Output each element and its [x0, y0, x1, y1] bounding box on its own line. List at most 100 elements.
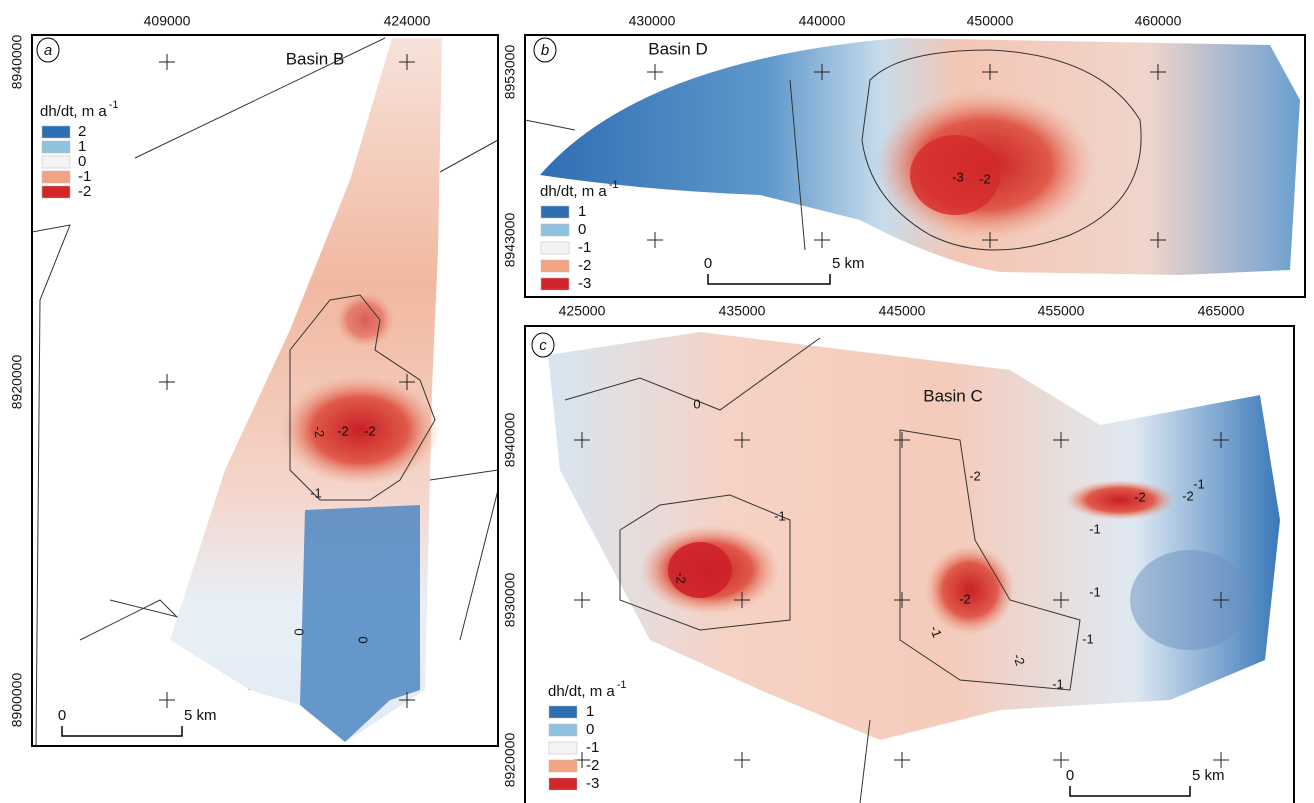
grid-cross — [574, 592, 590, 608]
grid-cross — [1213, 752, 1229, 768]
legend-swatch — [42, 156, 70, 168]
scale-bar-start: 0 — [58, 707, 66, 724]
grid-cross — [1053, 752, 1069, 768]
contour-label: -1 — [1193, 476, 1205, 491]
legend-title-superscript: -1 — [109, 99, 119, 111]
legend-swatch — [549, 778, 577, 790]
legend-label: 1 — [578, 203, 586, 220]
grid-cross — [894, 752, 910, 768]
grid-cross — [159, 54, 175, 70]
legend-swatch — [541, 224, 569, 236]
panel-label: a — [44, 42, 52, 59]
scale-bar-start: 0 — [1066, 767, 1074, 784]
contour-label: 0 — [356, 636, 371, 643]
legend-swatch — [541, 242, 569, 254]
legend-swatch — [541, 278, 569, 290]
legend-title: dh/dt, m a-1 — [40, 99, 118, 120]
x-tick-label: 430000 — [629, 13, 676, 29]
basin-title: Basin D — [648, 39, 708, 58]
x-tick-label: 465000 — [1198, 303, 1245, 319]
grid-cross — [814, 232, 830, 248]
grid-cross — [734, 752, 750, 768]
x-tick-label: 425000 — [559, 303, 606, 319]
contour-label: -1 — [774, 508, 786, 523]
grid-cross — [647, 232, 663, 248]
legend-label: 0 — [586, 721, 594, 738]
legend-swatch — [42, 141, 70, 153]
scale-bar-start: 0 — [704, 255, 712, 272]
legend-label: -3 — [586, 775, 599, 792]
panel-label: c — [539, 337, 547, 354]
contour-label: -2 — [1182, 488, 1194, 503]
legend-title-text: dh/dt, m a — [540, 183, 607, 200]
legend-title-superscript: -1 — [609, 179, 619, 191]
contour-label: -2 — [674, 572, 689, 584]
legend-label: -2 — [586, 757, 599, 774]
contour-label: -1 — [1052, 676, 1064, 691]
contour-label: -2 — [364, 423, 376, 438]
legend-label: -3 — [578, 275, 591, 292]
legend-label: -2 — [578, 257, 591, 274]
contour-label: 0 — [292, 628, 307, 635]
x-tick-label: 424000 — [384, 13, 431, 29]
contour-label: -2 — [979, 171, 991, 186]
y-tick-label: 8953000 — [502, 45, 518, 100]
y-tick-label: 8940000 — [502, 413, 518, 468]
legend-title: dh/dt, m a-1 — [548, 679, 626, 700]
x-tick-label: 460000 — [1135, 13, 1182, 29]
legend-swatch — [42, 171, 70, 183]
x-tick-label: 455000 — [1038, 303, 1085, 319]
legend-label: -2 — [78, 183, 91, 200]
x-tick-label: 435000 — [719, 303, 766, 319]
contour-label: -2 — [959, 591, 971, 606]
contour-label: 0 — [693, 396, 700, 411]
y-tick-label: 8920000 — [9, 355, 25, 410]
grid-cross — [159, 374, 175, 390]
legend-swatch — [42, 126, 70, 138]
scale-bar — [708, 274, 830, 284]
contour-label: -2 — [337, 423, 349, 438]
legend-label: -1 — [586, 739, 599, 756]
basin-title: Basin B — [286, 49, 345, 68]
legend-label: 1 — [586, 703, 594, 720]
map-c — [548, 332, 1280, 803]
scale-bar — [1070, 786, 1190, 796]
y-tick-label: 8920000 — [502, 733, 518, 788]
legend-swatch — [42, 186, 70, 198]
basin-title: Basin C — [923, 386, 983, 405]
contour-label: -1 — [1089, 584, 1101, 599]
y-tick-label: 8900000 — [9, 673, 25, 728]
map-b — [525, 38, 1300, 275]
legend-title-superscript: -1 — [617, 679, 627, 691]
legend-swatch — [541, 260, 569, 272]
figure: 409000 424000 8940000 8920000 8900000 a Basin … — [0, 0, 1314, 803]
y-tick-label: 8940000 — [9, 35, 25, 90]
scale-bar-end: 5 km — [1192, 767, 1225, 784]
x-tick-label: 440000 — [799, 13, 846, 29]
scale-bar — [62, 726, 182, 736]
x-tick-label: 409000 — [144, 13, 191, 29]
legend-swatch — [549, 724, 577, 736]
contour-label: -1 — [310, 485, 322, 500]
contour-label: -2 — [969, 468, 981, 483]
y-tick-label: 8943000 — [502, 213, 518, 268]
grid-cross — [647, 64, 663, 80]
legend-title-text: dh/dt, m a — [40, 103, 107, 120]
y-tick-label: 8930000 — [502, 573, 518, 628]
legend-swatch — [541, 206, 569, 218]
contour-label: -2 — [1134, 489, 1146, 504]
legend-swatch — [549, 706, 577, 718]
scale-bar-end: 5 km — [184, 707, 217, 724]
x-tick-label: 445000 — [879, 303, 926, 319]
grid-cross — [159, 692, 175, 708]
scale-bar-end: 5 km — [832, 255, 865, 272]
legend-swatch — [549, 742, 577, 754]
contour-label: -1 — [1082, 631, 1094, 646]
map-a — [32, 38, 498, 746]
legend-label: -1 — [578, 239, 591, 256]
contour-label: -1 — [1089, 521, 1101, 536]
x-tick-label: 450000 — [967, 13, 1014, 29]
panel-label: b — [541, 42, 549, 59]
legend-swatch — [549, 760, 577, 772]
legend-label: 0 — [578, 221, 586, 238]
